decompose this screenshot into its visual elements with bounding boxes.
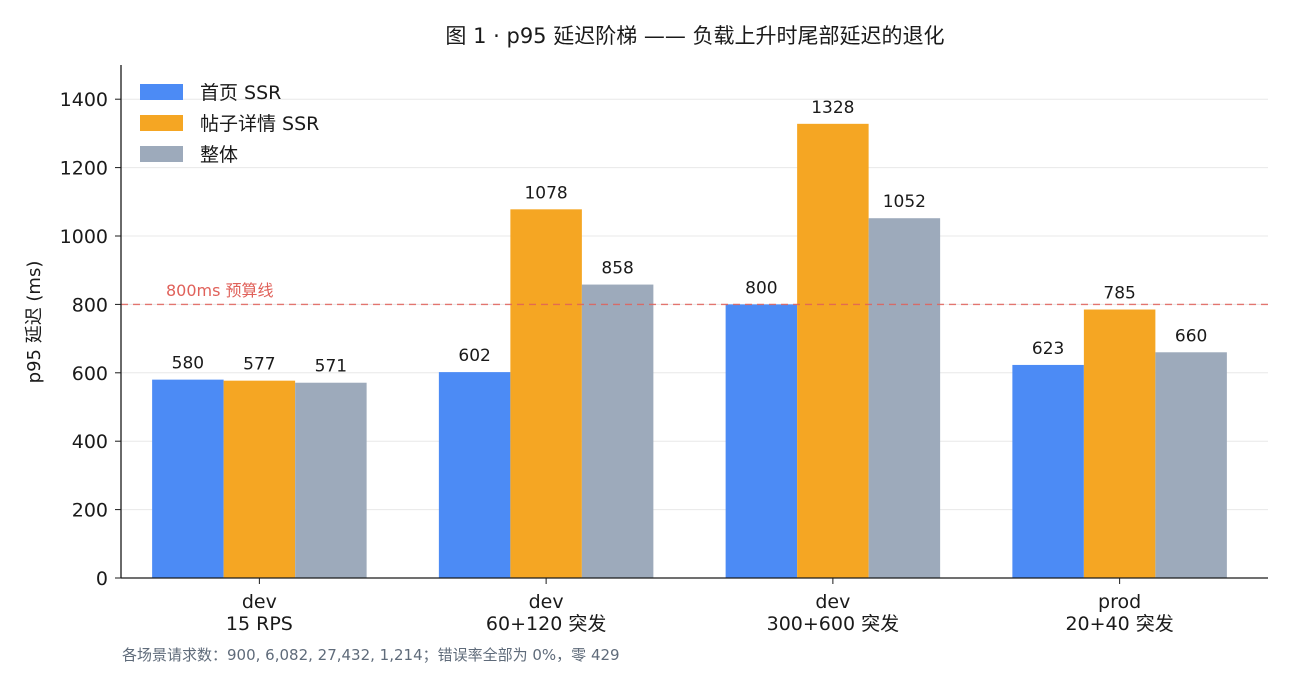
reference-line-label: 800ms 预算线 [166, 281, 274, 300]
bar-value-label: 577 [243, 355, 275, 375]
y-tick-label: 1000 [60, 226, 108, 248]
x-tick-label: 15 RPS [226, 613, 293, 635]
legend-swatch [140, 115, 183, 131]
bar-value-label: 571 [315, 357, 347, 377]
bar [1012, 364, 1084, 578]
bar [510, 209, 582, 578]
y-tick-label: 600 [72, 363, 108, 385]
bar-value-label: 580 [172, 354, 204, 374]
bars [152, 123, 1227, 578]
bar [152, 379, 224, 578]
legend-label: 整体 [200, 144, 238, 166]
bar [581, 284, 654, 578]
bar [725, 304, 798, 578]
legend-label: 首页 SSR [200, 82, 281, 104]
bar-value-label: 1328 [811, 98, 854, 118]
y-axis-label: p95 延迟 (ms) [24, 261, 45, 384]
legend-swatch [140, 84, 183, 100]
bar-value-label: 660 [1175, 326, 1207, 346]
bar [295, 382, 367, 578]
y-tick-label: 1400 [60, 89, 108, 111]
y-tick-label: 0 [96, 568, 108, 590]
bar [1155, 352, 1227, 578]
bar [797, 123, 869, 578]
x-tick-label: dev [242, 591, 277, 613]
x-tick-label: dev [529, 591, 564, 613]
legend-label: 帖子详情 SSR [200, 113, 319, 135]
bar-value-label: 602 [458, 346, 490, 366]
bar-value-label: 1078 [524, 183, 567, 203]
reference-line-group: 800ms 预算线 [121, 281, 1268, 306]
chart-footnote: 各场景请求数：900, 6,082, 27,432, 1,214；错误率全部为 … [122, 646, 620, 664]
bar-value-label: 858 [601, 259, 633, 279]
x-tick-label: dev [815, 591, 850, 613]
y-tick-label: 1200 [60, 158, 108, 180]
bar [1083, 309, 1156, 578]
bar-value-label: 800 [745, 278, 777, 298]
bar [438, 372, 511, 578]
data-labels: 580 602 800 623 577 1078 1328 785 571 858 1052 660 [172, 98, 1208, 377]
y-tick-label: 400 [72, 431, 108, 453]
y-tick-label: 800 [72, 294, 108, 316]
legend-swatch [140, 146, 183, 162]
x-tick-label: prod [1098, 591, 1141, 613]
bar-value-label: 785 [1103, 284, 1135, 304]
bar-value-label: 623 [1032, 339, 1064, 359]
x-tick-label: 60+120 突发 [486, 613, 606, 635]
x-tick-label: 300+600 突发 [767, 613, 900, 635]
legend: 首页 SSR 帖子详情 SSR 整体 [140, 82, 319, 166]
bar [868, 218, 941, 578]
bar-value-label: 1052 [883, 192, 926, 212]
bar [223, 380, 296, 578]
y-tick-label: 200 [72, 500, 108, 522]
chart-title: 图 1 · p95 延迟阶梯 —— 负载上升时尾部延迟的退化 [445, 24, 944, 48]
x-tick-label: 20+40 突发 [1065, 613, 1173, 635]
